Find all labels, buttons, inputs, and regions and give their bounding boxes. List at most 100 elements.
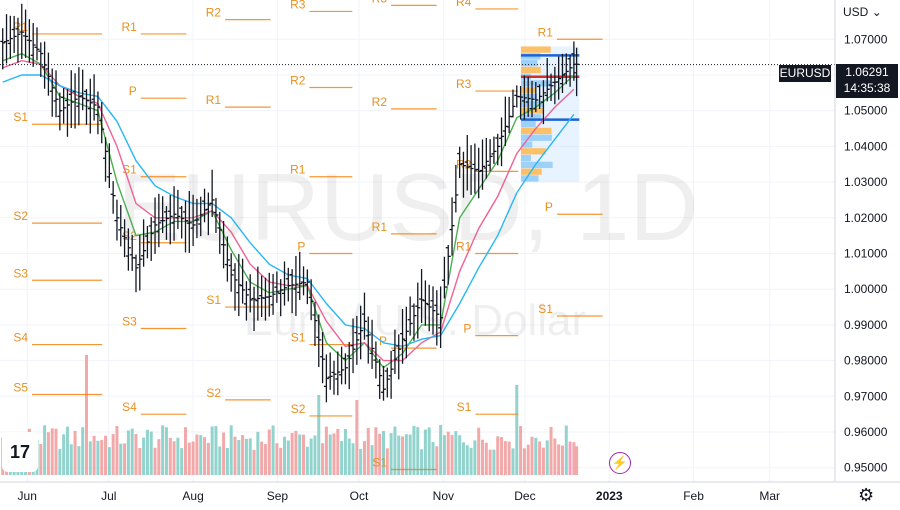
ohlc-bar	[510, 89, 516, 118]
volume-bar	[46, 432, 50, 475]
volume-bar	[195, 434, 199, 475]
volume-bar	[279, 447, 283, 475]
ohlc-bar	[19, 3, 25, 59]
ohlc-bar	[480, 139, 486, 190]
volume-bar	[378, 433, 382, 475]
volume-bar	[244, 438, 248, 475]
ohlc-bar	[274, 271, 280, 303]
x-tick-label: Nov	[433, 489, 454, 503]
ohlc-bar	[419, 269, 425, 323]
ohlc-bar	[213, 197, 219, 233]
ohlc-bar	[533, 82, 539, 113]
ohlc-bar	[11, 15, 17, 53]
ohlc-bar	[350, 318, 356, 374]
volume-bar	[522, 448, 526, 475]
volume-bar	[206, 442, 210, 475]
ohlc-bar	[377, 359, 383, 399]
volume-bar	[252, 449, 256, 475]
volume-bar	[96, 440, 100, 475]
volume-profile-row	[520, 127, 552, 135]
volume-bar	[241, 435, 245, 475]
ohlc-bar	[556, 56, 562, 100]
volume-bar	[416, 427, 420, 475]
volume-bar	[359, 449, 363, 475]
volume-bar	[362, 441, 366, 475]
volume-bar	[225, 447, 229, 475]
ohlc-bar	[384, 367, 390, 398]
ohlc-bar	[68, 70, 74, 129]
ohlc-bar	[540, 80, 546, 125]
ohlc-bar	[499, 117, 505, 167]
ohlc-bar	[110, 181, 116, 214]
volume-bar	[469, 447, 473, 475]
volume-bar	[282, 436, 286, 475]
volume-profile-row	[520, 66, 541, 74]
ohlc-bar	[198, 196, 204, 237]
ohlc-bar	[45, 52, 51, 96]
volume-bar	[229, 425, 233, 475]
tradingview-logo-icon[interactable]: 17	[2, 432, 38, 472]
ohlc-bar	[148, 217, 154, 261]
ohlc-bar	[72, 73, 78, 129]
ohlc-bar	[301, 266, 307, 296]
ohlc-bar	[438, 286, 444, 349]
x-tick-label: Mar	[759, 489, 780, 503]
volume-bar	[336, 428, 340, 475]
volume-bar	[39, 444, 43, 475]
volume-bar	[477, 427, 481, 475]
ohlc-bar	[4, 14, 10, 64]
volume-bar	[256, 431, 260, 475]
volume-bar	[389, 433, 393, 475]
ohlc-bar	[114, 199, 120, 241]
ohlc-bar	[422, 280, 428, 326]
currency-selector[interactable]: USD ⌄	[843, 5, 882, 19]
y-tick-label: 0.99000	[844, 318, 888, 332]
ohlc-bar	[243, 281, 249, 321]
volume-bar	[138, 448, 142, 475]
ohlc-bar	[137, 234, 143, 291]
volume-bar	[397, 435, 401, 475]
ohlc-bar	[331, 360, 337, 395]
symbol-tag: EURUSD	[779, 65, 831, 82]
volume-bar	[107, 447, 111, 475]
pivot-label: R1	[13, 20, 29, 34]
volume-bar	[503, 441, 507, 475]
volume-bar	[423, 429, 427, 475]
ohlc-bar	[342, 353, 348, 385]
y-tick-label: 1.05000	[844, 104, 888, 118]
volume-bar	[73, 430, 77, 475]
volume-bar	[500, 437, 504, 475]
volume-profile-row	[520, 175, 539, 182]
pivot-label: R4	[456, 0, 472, 9]
volume-bar	[492, 449, 496, 475]
volume-bar	[560, 445, 564, 475]
lightning-icon[interactable]: ⚡	[609, 452, 631, 474]
ohlc-bar	[426, 284, 432, 332]
countdown: 14:35:38	[843, 81, 891, 95]
gear-icon[interactable]: ⚙	[858, 485, 875, 505]
ohlc-bar	[434, 290, 440, 346]
volume-bar	[263, 444, 267, 475]
volume-bar	[530, 436, 534, 475]
volume-bar	[62, 434, 66, 475]
chevron-down-icon: ⌄	[871, 5, 882, 19]
pivot-label: R2	[372, 95, 388, 109]
ohlc-bar	[346, 341, 352, 390]
ohlc-bar	[293, 255, 299, 316]
volume-bar	[511, 448, 515, 475]
ohlc-bar	[49, 68, 55, 117]
volume-bar	[248, 438, 252, 475]
volume-bar	[454, 431, 458, 475]
pivot-label: R1	[456, 239, 472, 253]
pivot-label: S3	[13, 266, 28, 280]
ohlc-bar	[297, 251, 303, 300]
pivot-label: S1	[457, 400, 472, 414]
ohlc-bar	[270, 273, 276, 315]
volume-bar	[313, 435, 317, 475]
volume-bar	[187, 442, 191, 475]
volume-bar	[473, 440, 477, 475]
pivot-label: P	[545, 200, 553, 214]
ohlc-bar	[316, 314, 322, 368]
volume-bar	[176, 437, 180, 475]
